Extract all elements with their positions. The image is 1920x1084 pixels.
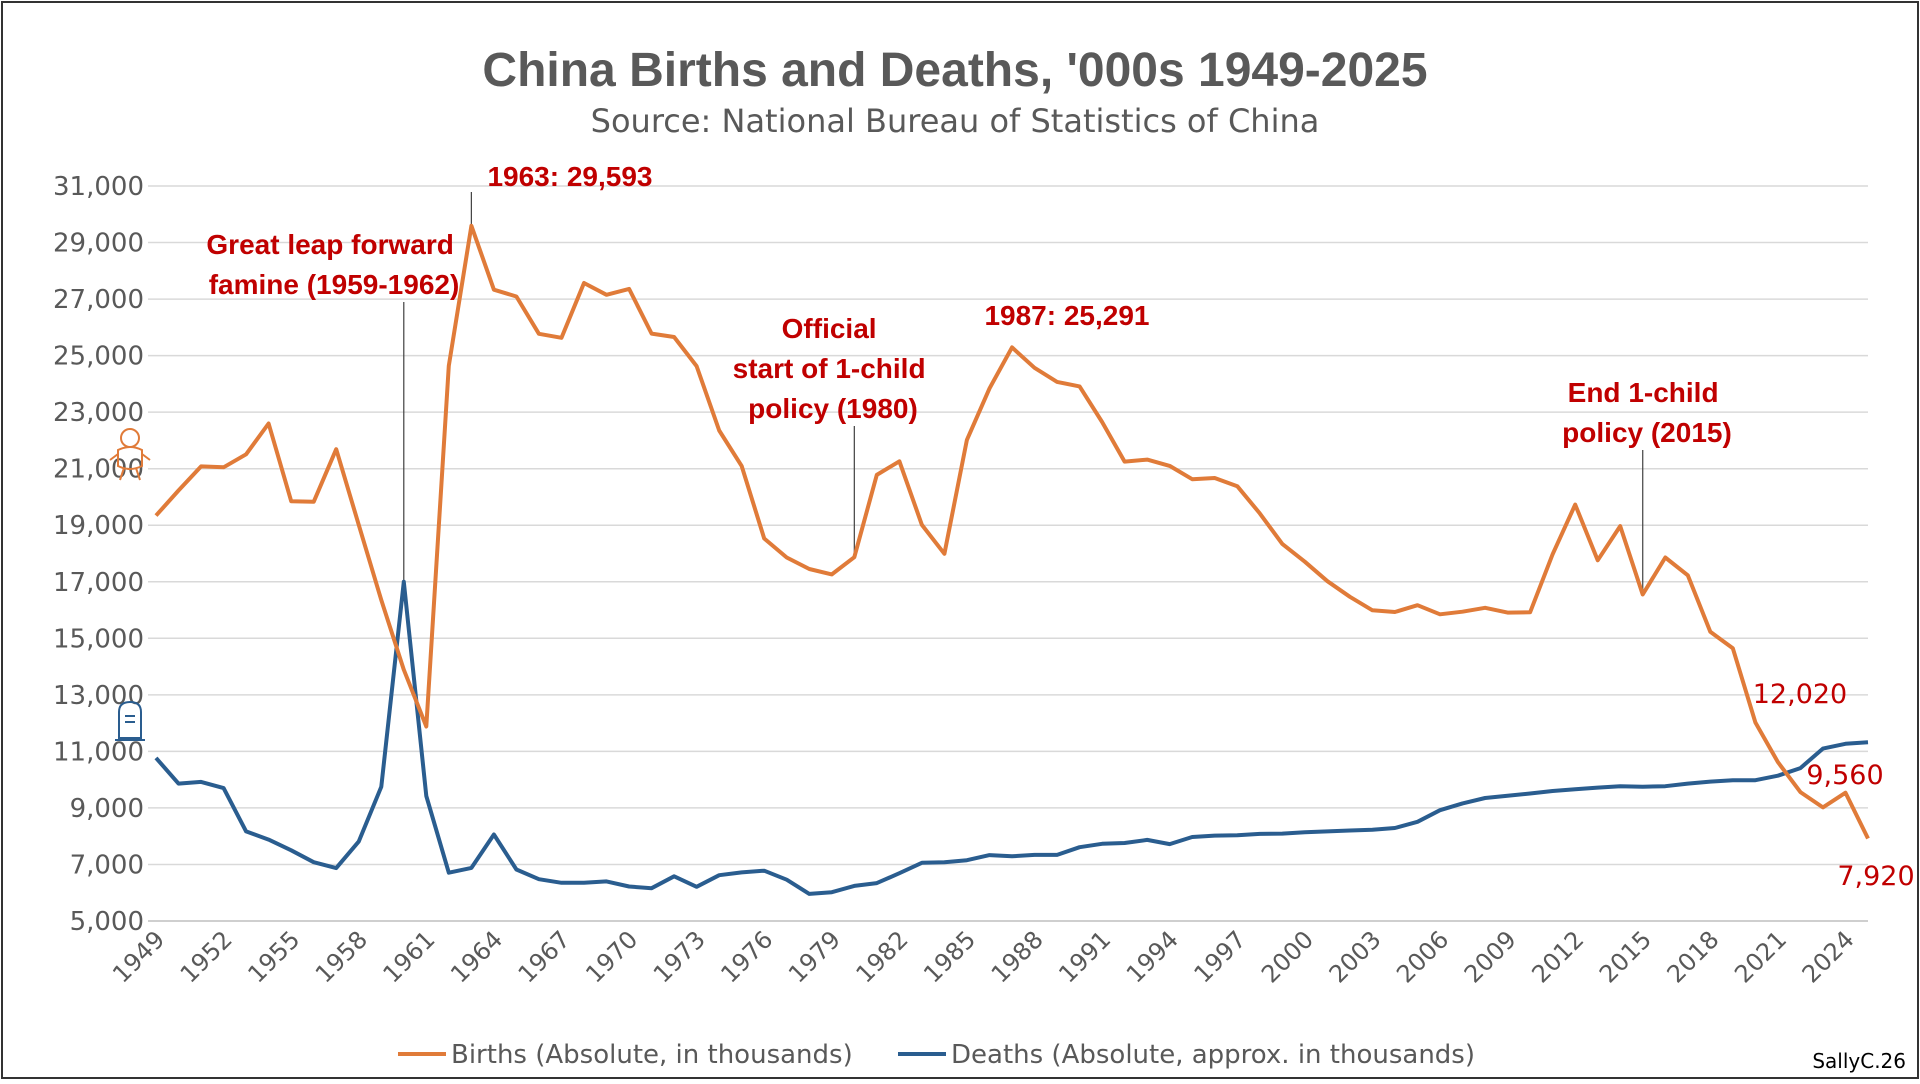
births-series-line	[154, 223, 1870, 840]
y-tick-label: 13,000	[53, 681, 144, 711]
annotation-1child-end-line-1: End 1-child	[1568, 377, 1719, 408]
annotation-1963-line-1: 1963: 29,593	[487, 161, 652, 192]
annotation-famine: Great leap forward famine (1959-1962)	[206, 229, 461, 300]
gridlines	[148, 185, 1868, 922]
annotation-famine-line-2: famine (1959-1962)	[209, 269, 460, 300]
y-tick-label: 29,000	[53, 229, 144, 259]
legend-deaths-label: Deaths (Absolute, approx. in thousands)	[951, 1040, 1475, 1070]
y-tick-label: 11,000	[53, 737, 144, 767]
annotation-1987-line-1: 1987: 25,291	[984, 300, 1149, 331]
legend-births-label: Births (Absolute, in thousands)	[451, 1040, 853, 1070]
annotation-famine-line-1: Great leap forward	[206, 229, 453, 260]
chart-title: China Births and Deaths, '000s 1949-2025	[482, 44, 1427, 97]
annotation-1child-start: Official start of 1-child policy (1980)	[733, 313, 934, 424]
y-tick-label: 27,000	[53, 285, 144, 315]
deaths-series-line	[154, 579, 1869, 896]
annotation-1child-start-line-2: start of 1-child	[733, 353, 926, 384]
annotation-1987-peak: 1987: 25,291	[984, 300, 1149, 331]
gravestone-icon	[115, 700, 145, 741]
y-tick-label: 7,000	[70, 850, 144, 880]
y-axis-ticks: 5,000 7,000 9,000 11,000 13,000 15,000 17,000 1…	[53, 172, 144, 937]
y-tick-label: 23,000	[53, 398, 144, 428]
end-label-births-2020: 12,020	[1753, 679, 1847, 710]
annotation-1child-start-line-1: Official	[782, 313, 877, 344]
y-tick-label: 31,000	[53, 172, 144, 202]
y-tick-label: 17,000	[53, 568, 144, 598]
credit-label: SallyC.26	[1812, 1049, 1906, 1073]
annotation-1child-start-line-3: policy (1980)	[748, 393, 918, 424]
annotation-1child-end: End 1-child policy (2015)	[1562, 377, 1732, 448]
end-label-births-2023: 9,560	[1806, 760, 1883, 791]
y-tick-label: 9,000	[70, 794, 144, 824]
y-tick-label: 19,000	[53, 511, 144, 541]
y-tick-label: 5,000	[70, 907, 144, 937]
baby-icon	[109, 428, 151, 481]
end-label-births-2025: 7,920	[1837, 861, 1914, 892]
y-tick-label: 25,000	[53, 342, 144, 372]
y-tick-label: 15,000	[53, 624, 144, 654]
legend: Births (Absolute, in thousands) Deaths (…	[398, 1040, 1475, 1070]
annotations: 1963: 29,593 Great leap forward famine (…	[206, 161, 1731, 448]
annotation-1child-end-line-2: policy (2015)	[1562, 417, 1732, 448]
annotation-1963-peak: 1963: 29,593	[487, 161, 652, 192]
annotation-leader-lines	[403, 192, 1644, 595]
chart-subtitle: Source: National Bureau of Statistics of…	[591, 102, 1320, 140]
